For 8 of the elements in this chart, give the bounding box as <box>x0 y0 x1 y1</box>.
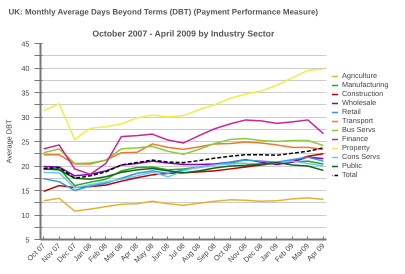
chart-subtitle: October 2007 - April 2009 by Industry Sector <box>92 28 275 38</box>
line-series <box>42 147 324 179</box>
chart-title: UK: Monthly Average Days Beyond Terms (DBT) (Payment Performance Measure) <box>8 8 318 16</box>
line-series <box>42 119 324 176</box>
line-series <box>42 68 324 140</box>
line-series <box>42 162 324 180</box>
line-series <box>42 197 324 212</box>
line-series <box>42 156 324 177</box>
